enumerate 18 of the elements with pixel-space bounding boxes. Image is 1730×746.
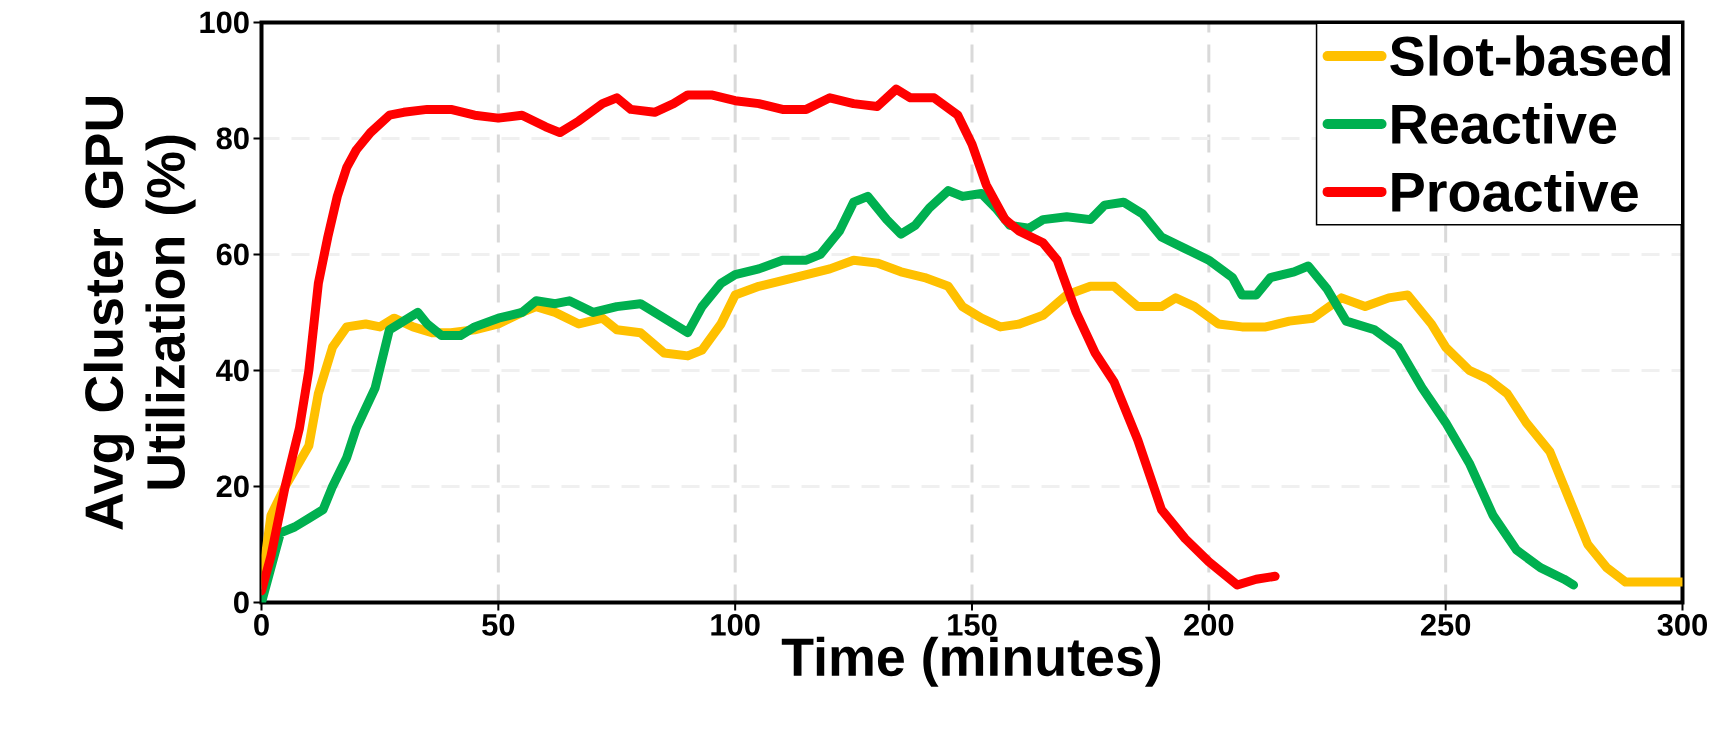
y-tick-label: 40: [216, 359, 249, 382]
y-tick-label: 80: [216, 127, 249, 150]
legend-label: Reactive: [1392, 103, 1617, 145]
y-tick-label: 20: [216, 475, 249, 498]
y-tick-label: 100: [200, 11, 249, 34]
y-tick-label: 0: [234, 591, 249, 614]
x-tick-label: 0: [254, 613, 269, 636]
x-tick-label: 250: [1420, 613, 1471, 636]
x-tick-label: 100: [711, 613, 760, 636]
legend-label: Proactive: [1392, 170, 1638, 212]
y-axis-title: Avg Cluster GPU Utilization (%): [83, 97, 196, 530]
y-tick-label: 60: [216, 243, 249, 266]
x-tick-label: 150: [948, 613, 997, 636]
x-tick-label: 200: [1184, 613, 1234, 636]
x-axis-title: Time (minutes): [781, 636, 1161, 687]
legend-label: Slot-based: [1390, 35, 1671, 77]
x-tick-label: 300: [1657, 613, 1707, 636]
x-tick-label: 50: [482, 613, 515, 636]
